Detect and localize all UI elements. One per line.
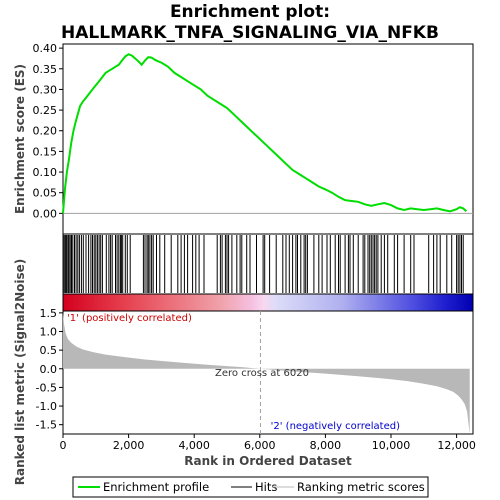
metric-y-axis-label: Ranked list metric (Signal2Noise) [13,259,27,486]
x-tick-label: 10,000 [372,439,411,452]
x-tick-label: 4,000 [178,439,210,452]
rank-color-bar [62,293,474,312]
metric-y-tick-label: 0.0 [40,363,58,376]
metric-y-tick-label: 0.5 [40,344,58,357]
es-panel: 0.00 0.05 0.10 0.15 0.20 0.25 0.30 0.35 0.40 Enr… [13,42,474,235]
ranking-metric-area [63,312,470,434]
es-panel-frame [62,43,474,235]
positive-correlation-label: '1' (positively correlated) [67,313,192,324]
hit-markers [62,235,464,293]
hits-panel [62,233,474,295]
zero-cross-label: Zero cross at 6020 [215,368,309,379]
x-tick-label: 8,000 [310,439,342,452]
legend-ranking-metric-label: Ranking metric scores [297,480,425,494]
es-y-tick-label: 0.20 [33,125,58,138]
es-y-tick-label: 0.00 [33,207,58,220]
metric-y-tick-label: 1.0 [40,326,58,339]
metric-y-tick-label: 1.5 [40,307,58,320]
x-tick-label: 12,000 [437,439,476,452]
legend: Enrichment profile Hits Ranking metric s… [72,476,429,498]
x-axis: 0 2,000 4,000 6,000 8,000 10,000 12,000 [60,434,476,452]
es-y-tick-label: 0.30 [33,83,58,96]
es-y-tick-label: 0.25 [33,104,58,117]
legend-hits-label: Hits [255,480,277,494]
x-tick-label: 0 [60,439,67,452]
es-y-tick-label: 0.15 [33,145,58,158]
x-axis-label: Rank in Ordered Dataset [184,454,352,468]
enrichment-profile-line [62,53,468,214]
es-y-tick-label: 0.40 [33,42,58,55]
metric-y-tick-label: -1.5 [36,419,57,432]
es-y-axis-label: Enrichment score (ES) [13,64,27,214]
hits-panel-frame [62,233,474,295]
es-y-axis: 0.00 0.05 0.10 0.15 0.20 0.25 0.30 0.35 0.40 [33,42,63,220]
es-y-tick-label: 0.35 [33,63,58,76]
chart-title-line-2: HALLMARK_TNFA_SIGNALING_VIA_NFKB [61,23,439,43]
chart-title-line-1: Enrichment plot: [170,2,330,22]
metric-y-axis: -1.5 -1.0 -0.5 0.0 0.5 1.0 1.5 [36,307,63,432]
es-y-tick-label: 0.10 [33,166,58,179]
x-tick-label: 6,000 [244,439,276,452]
x-tick-label: 2,000 [113,439,145,452]
metric-panel: -1.5 -1.0 -0.5 0.0 0.5 1.0 1.5 '1' (positively… [13,259,474,486]
negative-correlation-label: '2' (negatively correlated) [271,421,400,432]
es-y-tick-label: 0.05 [33,187,58,200]
metric-y-tick-label: -1.0 [36,400,57,413]
metric-y-tick-label: -0.5 [36,381,57,394]
legend-enrichment-profile-label: Enrichment profile [103,480,209,494]
